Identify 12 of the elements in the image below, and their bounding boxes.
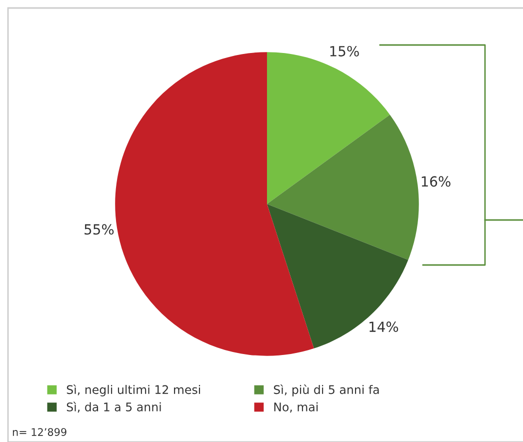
text: n= 12’899 xyxy=(12,428,66,436)
legend-label: Sì, più di 5 anni fa xyxy=(274,384,379,396)
data-label: 16% xyxy=(422,176,450,187)
legend-label: No, mai xyxy=(274,402,318,413)
legend-label: Sì, negli ultimi 12 mesi xyxy=(66,384,200,396)
pie-slice xyxy=(266,114,419,260)
pie-slice xyxy=(115,52,314,356)
legend-label: Sì, da 1 a 5 anni xyxy=(66,402,161,413)
pie-slice xyxy=(266,204,408,348)
data-label: 14% xyxy=(370,322,398,332)
data-label: 15% xyxy=(330,46,359,56)
data-label: 55% xyxy=(84,224,114,235)
